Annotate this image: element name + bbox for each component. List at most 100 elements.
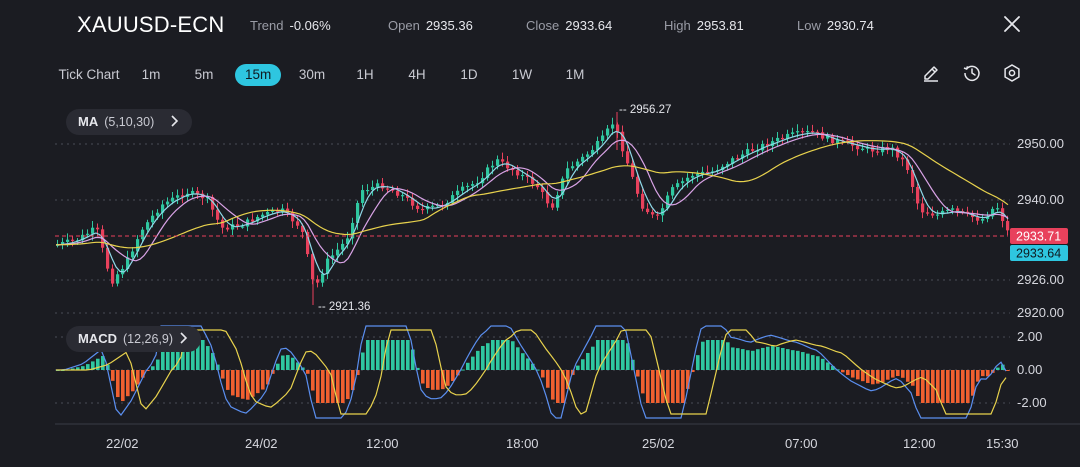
candle-body <box>96 227 100 230</box>
candle-body <box>331 255 335 259</box>
clock-icon[interactable] <box>962 63 982 83</box>
macd-bar <box>966 370 970 403</box>
time-label-2: 12:00 <box>366 436 399 451</box>
macd-bar <box>116 370 120 398</box>
stat-open-value: 2935.36 <box>425 18 473 33</box>
tab-1mo[interactable]: 1M <box>565 67 585 82</box>
candle-body <box>251 219 255 222</box>
tab-4h[interactable]: 4H <box>408 67 426 82</box>
candle-body <box>531 176 535 184</box>
candle-body <box>751 149 755 151</box>
macd-bar <box>156 359 160 370</box>
candle-body <box>171 197 175 202</box>
candle-body <box>846 140 850 142</box>
ma30-line <box>55 140 1009 249</box>
tab-30m[interactable]: 30m <box>298 67 326 82</box>
tab-1m[interactable]: 1m <box>141 67 161 82</box>
candle-body <box>821 132 825 139</box>
macd-bar <box>761 347 765 370</box>
candle-body <box>366 190 370 192</box>
candle-body <box>1006 221 1010 231</box>
candle-body <box>921 203 925 213</box>
macd-indicator-pill[interactable]: MACD (12,26,9) <box>66 326 201 352</box>
candle-body <box>591 149 595 155</box>
tab-1d[interactable]: 1D <box>460 67 478 82</box>
macd-bar <box>826 362 830 370</box>
macd-params: (12,26,9) <box>123 332 174 346</box>
macd-bar <box>901 370 905 378</box>
macd-bar <box>451 370 455 382</box>
tab-1w[interactable]: 1W <box>511 67 533 82</box>
candle-body <box>546 192 550 204</box>
macd-bar <box>186 340 190 370</box>
macd-bar <box>986 370 990 377</box>
ma-indicator-pill[interactable]: MA (5,10,30) <box>66 109 192 135</box>
last-price-tag-text: 2933.71 <box>1016 230 1061 244</box>
stat-high-label: High <box>664 18 691 33</box>
candle-body <box>911 170 915 187</box>
macd-bar <box>926 370 930 403</box>
pencil-icon[interactable] <box>921 63 941 83</box>
macd-bar <box>771 346 775 370</box>
macd-bar <box>231 370 235 396</box>
macd-bar <box>266 370 270 385</box>
candle-body <box>341 243 345 250</box>
candle-body <box>496 159 500 166</box>
candle-body <box>346 238 350 244</box>
tab-5m[interactable]: 5m <box>194 67 214 82</box>
candle-body <box>571 166 575 169</box>
candle-body <box>371 186 375 191</box>
macd-bar <box>641 370 645 394</box>
macd-bar <box>311 370 315 391</box>
macd-bar <box>396 340 400 370</box>
macd-bar <box>151 366 155 370</box>
candle-body <box>471 184 475 186</box>
macd-bar <box>721 340 725 370</box>
candle-body <box>136 239 140 252</box>
macd-bar <box>686 370 690 389</box>
candle-body <box>326 258 330 274</box>
settings-icon[interactable] <box>1002 63 1022 83</box>
macd-bar <box>146 370 150 371</box>
candle-body <box>626 151 630 164</box>
macd-bar <box>91 361 95 370</box>
candle-body <box>161 204 165 213</box>
macd-bar <box>621 340 625 370</box>
close-icon[interactable] <box>1001 13 1023 35</box>
candle-body <box>656 214 660 216</box>
candle-body <box>761 143 765 151</box>
macd-bar <box>756 349 760 370</box>
symbol-title[interactable]: XAUUSD-ECN <box>77 12 225 37</box>
candle-body <box>296 221 300 226</box>
candle-body <box>576 161 580 167</box>
candle-body <box>286 208 290 213</box>
macd-bar <box>281 355 285 370</box>
macd-bar <box>586 352 590 370</box>
candle-body <box>806 131 810 133</box>
ma-params: (5,10,30) <box>104 115 155 129</box>
time-label-3: 18:00 <box>506 436 539 451</box>
last-price-tag <box>1010 228 1068 244</box>
macd-bar <box>236 370 240 398</box>
tab-15m[interactable]: 15m <box>235 64 281 86</box>
candle-body <box>176 195 180 198</box>
macd-bar <box>376 340 380 370</box>
candle-body <box>106 247 110 269</box>
macd-bar <box>486 343 490 370</box>
candle-body <box>406 195 410 198</box>
macd-bar <box>261 370 265 390</box>
macd-bar <box>676 370 680 403</box>
macd-layer <box>56 325 1010 419</box>
stat-close-value: 2933.64 <box>565 18 613 33</box>
price-tick-2950: 2950.00 <box>1017 136 1064 151</box>
macd-bar <box>516 347 520 370</box>
macd-bar <box>981 370 985 377</box>
candle-body <box>681 181 685 184</box>
tab-1h[interactable]: 1H <box>356 67 374 82</box>
candle-body <box>151 215 155 223</box>
macd-bar <box>576 365 580 370</box>
tick-chart-button[interactable]: Tick Chart <box>58 67 120 82</box>
candle-body <box>581 156 585 162</box>
candle-body <box>986 216 990 220</box>
